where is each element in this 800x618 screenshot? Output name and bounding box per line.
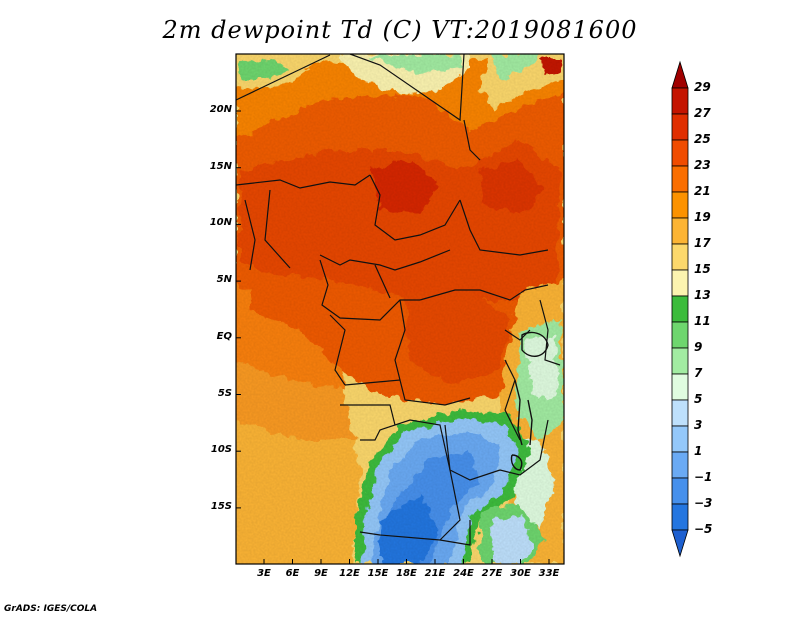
colorbar-segment — [671, 477, 689, 505]
dewpoint-field — [236, 54, 564, 564]
colorbar-label: 7 — [694, 366, 703, 380]
colorbar-label: 9 — [694, 340, 703, 354]
colorbar-segment — [671, 295, 689, 323]
colorbar-label: −5 — [694, 522, 713, 536]
colorbar-label: 25 — [694, 132, 711, 146]
map-frame — [235, 53, 565, 565]
lon-label: 6E — [285, 568, 300, 579]
colorbar-segment — [671, 321, 689, 349]
country-borders — [236, 54, 561, 546]
colorbar-segment — [671, 373, 689, 401]
lat-label: 15S — [210, 500, 232, 512]
colorbar — [671, 60, 689, 558]
colorbar-segment — [671, 113, 689, 141]
colorbar-label: 3 — [694, 418, 703, 432]
colorbar-label: 21 — [694, 184, 711, 198]
colorbar-label: 23 — [694, 158, 711, 172]
colorbar-segment — [671, 139, 689, 167]
lon-label: 24E — [453, 568, 474, 579]
lon-label: 15E — [367, 568, 389, 579]
lat-label: 20N — [209, 104, 232, 115]
colorbar-label: 13 — [694, 288, 711, 302]
colorbar-label: 19 — [694, 210, 711, 224]
colorbar-segment — [671, 217, 689, 245]
colorbar-segment — [671, 191, 689, 219]
colorbar-label: 29 — [694, 80, 711, 94]
colorbar-segment — [671, 165, 689, 193]
colorbar-segment — [671, 269, 689, 297]
lon-label: 27E — [481, 568, 503, 579]
lat-label: EQ — [216, 330, 232, 342]
colorbar-label: 5 — [694, 392, 703, 406]
lat-label: 5S — [217, 387, 232, 399]
lon-label: 9E — [314, 568, 328, 579]
colorbar-segment — [671, 425, 689, 453]
colorbar-segment — [671, 529, 689, 558]
lat-label: 5N — [216, 274, 232, 286]
colorbar-label: −3 — [694, 496, 713, 510]
lat-label: 10N — [209, 217, 232, 229]
lon-label: 33E — [538, 568, 560, 579]
lakes — [510, 331, 549, 471]
colorbar-label: 17 — [694, 236, 711, 250]
grads-credit: GrADS: IGES/COLA — [4, 604, 98, 614]
lon-label: 3E — [257, 568, 271, 579]
axis-ticks — [236, 110, 550, 564]
lon-label: 30E — [510, 568, 531, 579]
colorbar-segment — [671, 347, 689, 375]
colorbar-segment — [671, 243, 689, 271]
lon-label: 21E — [424, 568, 446, 579]
lon-label: 18E — [396, 568, 417, 579]
colorbar-segment — [671, 60, 689, 89]
colorbar-label: −1 — [694, 470, 713, 484]
colorbar-label: 27 — [694, 106, 711, 120]
colorbar-label: 11 — [694, 314, 711, 328]
lat-label: 10S — [210, 444, 232, 456]
lon-label: 12E — [339, 568, 360, 579]
colorbar-label: 15 — [694, 262, 711, 276]
colorbar-segment — [671, 399, 689, 427]
colorbar-segment — [671, 87, 689, 115]
colorbar-segment — [671, 451, 689, 479]
map-title: 2m dewpoint Td (C) VT:2019081600 — [162, 16, 638, 44]
colorbar-segment — [671, 503, 689, 531]
colorbar-label: 1 — [694, 444, 703, 458]
lat-label: 15N — [209, 160, 232, 172]
